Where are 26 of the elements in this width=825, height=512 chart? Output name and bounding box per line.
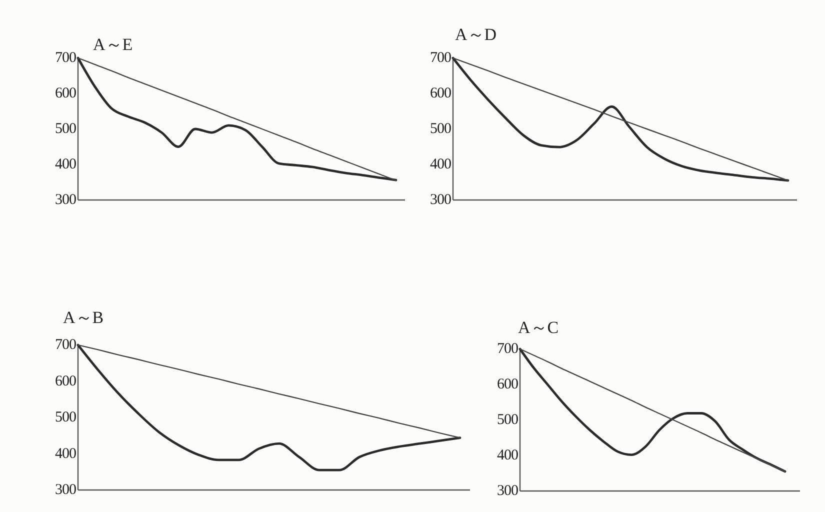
y-tick-label: 500	[430, 121, 451, 137]
y-tick-label: 700	[430, 50, 451, 66]
y-tick-label: 600	[497, 376, 518, 392]
y-tick-label: 300	[430, 192, 451, 208]
y-tick-label: 700	[55, 50, 76, 66]
y-tick-label: 400	[55, 156, 76, 172]
y-tick-label: 600	[55, 86, 76, 102]
chart-title: A～B	[63, 308, 104, 327]
y-tick-label: 500	[55, 410, 76, 426]
y-tick-label: 400	[497, 448, 518, 464]
y-tick-label: 300	[55, 192, 76, 208]
chart-title: A～C	[518, 318, 559, 337]
y-tick-label: 700	[497, 341, 518, 357]
y-tick-label: 300	[497, 483, 518, 499]
y-tick-label: 300	[55, 482, 76, 498]
y-tick-label: 500	[497, 412, 518, 428]
y-tick-label: 400	[430, 156, 451, 172]
y-tick-label: 500	[55, 121, 76, 137]
y-tick-label: 600	[430, 86, 451, 102]
line-series	[76, 344, 462, 472]
y-tick-label: 700	[55, 337, 76, 353]
y-tick-label: 600	[55, 373, 76, 390]
chart-title: A～D	[455, 25, 497, 44]
line-series	[77, 344, 461, 438]
y-tick-label: 400	[55, 446, 76, 462]
chart-title: A～E	[93, 35, 133, 54]
